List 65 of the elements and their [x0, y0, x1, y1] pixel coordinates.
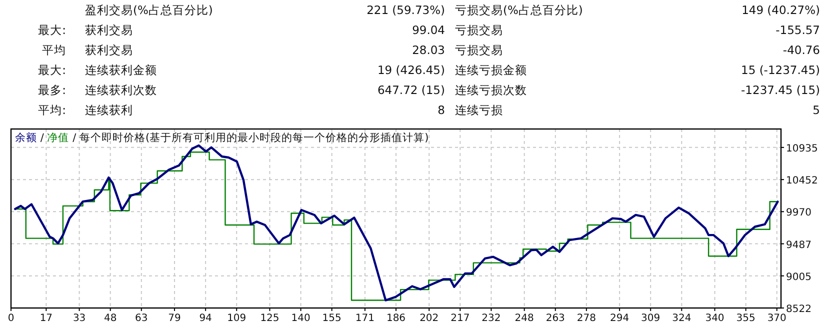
x-tick-label: 17 [40, 313, 53, 324]
text: 19 (426.45) [377, 63, 445, 77]
x-tick-label: 79 [168, 313, 181, 324]
y-tick-label: 10452 [786, 176, 818, 187]
text: 获利交易 [85, 43, 133, 57]
text: -40.76 [782, 43, 820, 57]
x-tick-label: 217 [450, 313, 470, 324]
text: 连续获利金额 [85, 63, 157, 77]
x-tick-label: 309 [641, 313, 660, 324]
text: 获利交易 [85, 23, 133, 37]
text: 28.03 [412, 43, 445, 57]
text: 亏损交易(%占总百分比) [455, 3, 583, 17]
text: 149 (40.27%) [742, 3, 820, 17]
y-tick-label: 9487 [786, 240, 812, 251]
text: 亏损交易 [455, 43, 503, 57]
x-tick-label: 94 [199, 313, 212, 324]
y-tick-label: 9005 [786, 272, 812, 283]
text: 5 [812, 103, 820, 117]
x-tick-label: 33 [72, 313, 86, 324]
annotation: / [72, 132, 80, 144]
text: 99.04 [412, 23, 445, 37]
text: -155.57 [776, 23, 820, 37]
x-tick-label: 232 [482, 313, 501, 324]
text: 余额 [15, 131, 40, 144]
text: 平均: [38, 103, 66, 117]
x-tick-label: 0 [8, 313, 14, 324]
x-tick-label: 48 [104, 313, 117, 324]
x-tick-label: 63 [135, 313, 148, 324]
chart-title: 每个即时价格(基于所有可利用的最小时段的每一个价格的分形插值计算) [79, 131, 429, 144]
x-tick-label: 140 [291, 313, 310, 324]
text: 221 (59.73%) [366, 3, 445, 17]
text: -1237.45 (15) [741, 83, 820, 97]
x-tick-label: 125 [260, 313, 280, 324]
text: 647.72 (15) [377, 83, 445, 97]
text: 盈利交易(%占总百分比) [85, 3, 213, 17]
x-tick-label: 340 [705, 313, 724, 324]
x-tick-label: 248 [514, 313, 534, 324]
text: 最大: [38, 23, 66, 37]
text: 连续亏损金额 [455, 63, 527, 77]
y-tick-label: 9970 [786, 208, 812, 219]
x-tick-label: 294 [610, 313, 630, 324]
text: 最多: [38, 83, 66, 97]
text: 亏损交易 [455, 23, 503, 37]
x-tick-label: 324 [672, 313, 692, 324]
text: 连续亏损次数 [455, 83, 527, 97]
y-tick-label: 10935 [786, 143, 818, 154]
x-tick-label: 171 [355, 313, 374, 324]
x-tick-label: 155 [322, 313, 342, 324]
x-tick-label: 263 [546, 313, 565, 324]
y-tick-label: 8522 [786, 304, 812, 315]
x-tick-label: 186 [386, 313, 406, 324]
x-tick-label: 355 [736, 313, 756, 324]
text: 净值 [47, 132, 73, 144]
text: 连续获利 [85, 103, 133, 117]
text: 平均 [42, 43, 66, 57]
annotation: / [40, 132, 48, 144]
x-tick-label: 202 [420, 313, 439, 324]
text: 15 (-1237.45) [741, 63, 820, 77]
text: 8 [438, 103, 445, 117]
x-tick-label: 278 [576, 313, 596, 324]
text: 连续亏损 [455, 103, 503, 117]
text: 最大: [38, 63, 66, 77]
x-tick-label: 109 [227, 313, 246, 324]
text: 连续获利次数 [85, 83, 157, 97]
x-tick-label: 370 [767, 313, 786, 324]
